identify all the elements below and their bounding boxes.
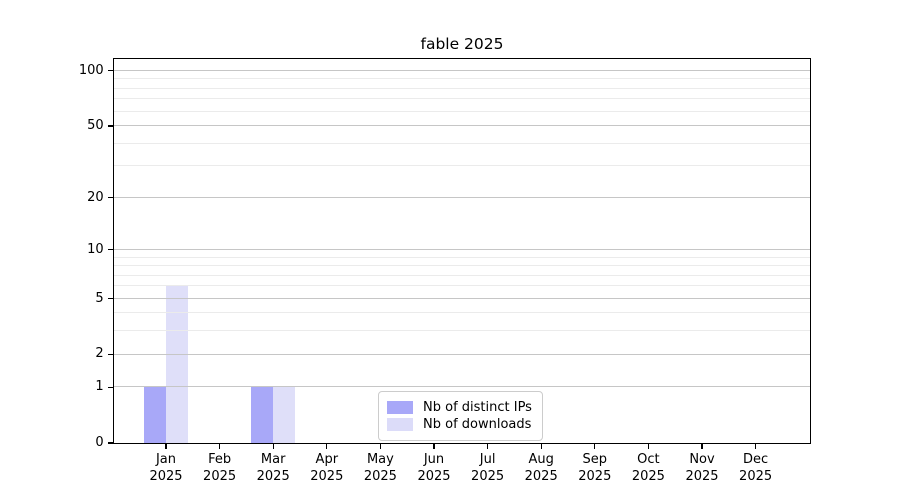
major-gridline — [113, 248, 810, 250]
bars-layer — [114, 59, 810, 443]
minor-gridline — [113, 142, 810, 144]
minor-gridline — [113, 110, 810, 112]
x-tick — [433, 444, 435, 450]
legend-label: Nb of downloads — [423, 417, 532, 432]
y-tick — [107, 70, 113, 72]
y-tick-label: 5 — [95, 290, 104, 306]
y-tick-label: 10 — [87, 241, 104, 257]
y-tick — [107, 297, 113, 300]
minor-gridline — [113, 330, 810, 332]
x-tick — [594, 444, 596, 450]
legend-item-distinct-ips: Nb of distinct IPs — [387, 400, 532, 415]
x-tick — [647, 444, 649, 450]
y-tick — [107, 442, 113, 444]
legend-label: Nb of distinct IPs — [423, 400, 532, 415]
x-tick-label: May 2025 — [363, 452, 397, 484]
x-tick — [487, 444, 489, 450]
bar-distinct-ips-jan — [143, 386, 166, 443]
x-tick-label: Aug 2025 — [524, 452, 558, 484]
minor-gridline — [113, 98, 810, 100]
x-tick — [219, 444, 221, 450]
x-tick — [540, 444, 542, 450]
minor-gridline — [113, 312, 810, 314]
minor-gridline — [113, 87, 810, 89]
x-tick-label: Dec 2025 — [739, 452, 773, 484]
minor-gridline — [113, 165, 810, 167]
x-tick — [755, 444, 757, 450]
x-tick — [272, 444, 274, 450]
y-tick — [107, 196, 113, 199]
downloads-swatch-icon — [387, 418, 413, 431]
y-tick — [107, 386, 113, 388]
x-tick-label: Apr 2025 — [310, 452, 344, 484]
y-tick — [107, 125, 113, 127]
major-gridline — [113, 297, 810, 299]
x-tick-label: Jun 2025 — [417, 452, 451, 484]
y-tick-label: 2 — [95, 346, 104, 362]
y-tick-label: 20 — [87, 189, 104, 205]
y-tick-label: 100 — [78, 62, 104, 78]
x-tick-label: Jul 2025 — [471, 452, 505, 484]
minor-gridline — [113, 78, 810, 80]
minor-gridline — [113, 256, 810, 258]
y-tick-label: 0 — [95, 435, 104, 450]
minor-gridline — [113, 265, 810, 267]
major-gridline — [113, 386, 810, 388]
x-tick — [326, 444, 328, 450]
x-tick-label: Oct 2025 — [631, 452, 665, 484]
bar-downloads-mar — [272, 386, 295, 443]
major-gridline — [113, 196, 810, 198]
x-tick-label: Sep 2025 — [578, 452, 612, 484]
y-tick — [107, 353, 113, 355]
major-gridline — [113, 353, 810, 355]
x-tick-label: Nov 2025 — [685, 452, 719, 484]
x-tick — [165, 444, 167, 450]
x-tick-label: Feb 2025 — [203, 452, 237, 484]
plot-area — [112, 57, 811, 444]
legend-item-downloads: Nb of downloads — [387, 417, 532, 432]
major-gridline — [113, 70, 810, 72]
major-gridline — [113, 125, 810, 127]
y-tick — [107, 249, 113, 251]
distinct-ips-swatch-icon — [387, 401, 413, 414]
bar-distinct-ips-mar — [250, 386, 273, 443]
y-tick-label: 1 — [95, 379, 104, 395]
x-tick-label: Jan 2025 — [149, 452, 183, 484]
x-tick — [379, 444, 381, 450]
minor-gridline — [113, 274, 810, 276]
legend: Nb of distinct IPs Nb of downloads — [378, 391, 543, 441]
bar-downloads-jan — [165, 285, 188, 443]
y-tick-label: 50 — [87, 117, 104, 133]
x-tick-label: Mar 2025 — [256, 452, 290, 484]
x-tick — [701, 444, 703, 450]
minor-gridline — [113, 285, 810, 287]
chart-title: fable 2025 — [420, 35, 504, 53]
grid-layer — [113, 59, 810, 443]
